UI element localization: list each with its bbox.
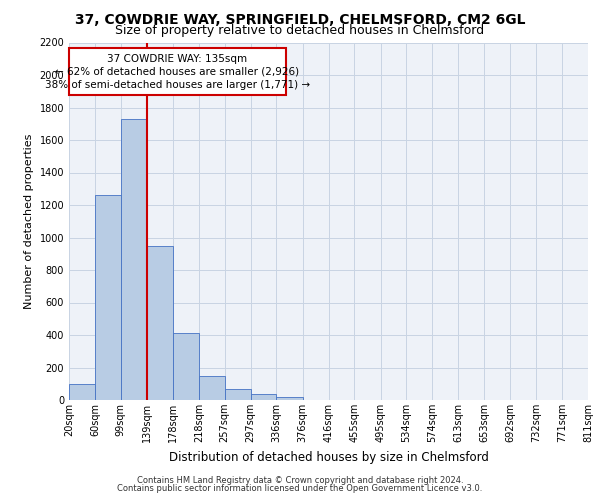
Bar <box>251 394 277 400</box>
Bar <box>147 246 173 400</box>
Bar <box>69 384 95 400</box>
Text: 37, COWDRIE WAY, SPRINGFIELD, CHELMSFORD, CM2 6GL: 37, COWDRIE WAY, SPRINGFIELD, CHELMSFORD… <box>75 12 525 26</box>
Text: Contains HM Land Registry data © Crown copyright and database right 2024.: Contains HM Land Registry data © Crown c… <box>137 476 463 485</box>
X-axis label: Distribution of detached houses by size in Chelmsford: Distribution of detached houses by size … <box>169 450 488 464</box>
Text: 37 COWDRIE WAY: 135sqm
← 62% of detached houses are smaller (2,926)
38% of semi-: 37 COWDRIE WAY: 135sqm ← 62% of detached… <box>44 54 310 90</box>
Text: Size of property relative to detached houses in Chelmsford: Size of property relative to detached ho… <box>115 24 485 37</box>
Bar <box>95 195 121 400</box>
FancyBboxPatch shape <box>69 48 286 96</box>
Bar <box>173 334 199 400</box>
Text: Contains public sector information licensed under the Open Government Licence v3: Contains public sector information licen… <box>118 484 482 493</box>
Bar <box>277 397 302 400</box>
Bar <box>121 119 147 400</box>
Y-axis label: Number of detached properties: Number of detached properties <box>24 134 34 309</box>
Bar <box>224 390 251 400</box>
Bar <box>199 376 224 400</box>
